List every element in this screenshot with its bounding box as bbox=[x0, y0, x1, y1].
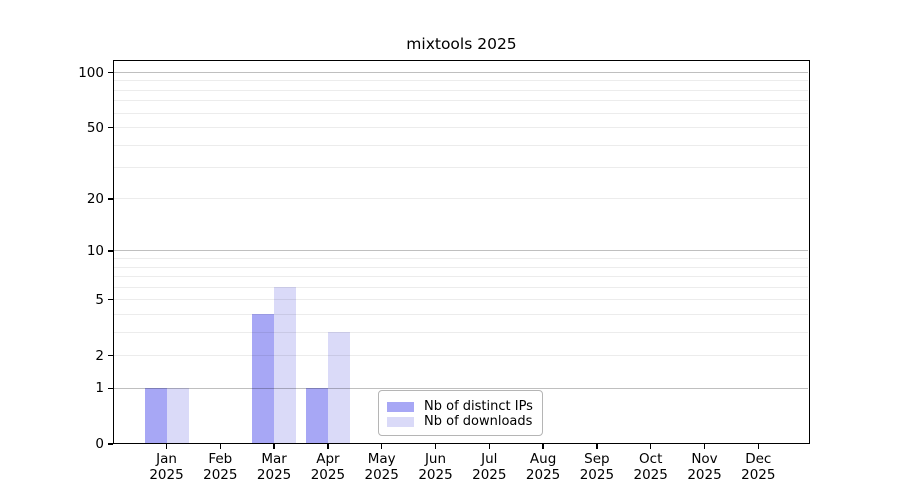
x-axis-tick-label-line: Apr bbox=[316, 451, 340, 467]
x-axis-tick-label: Oct 2025 bbox=[619, 451, 683, 483]
x-axis-tick-label-line: May bbox=[367, 451, 396, 467]
x-axis-tick bbox=[273, 444, 275, 449]
y-axis-tick-label: 50 bbox=[86, 119, 104, 136]
y-axis-tick-label: 10 bbox=[86, 242, 104, 259]
x-axis-tick-label: Sep 2025 bbox=[565, 451, 629, 483]
legend-swatch-distinct-ips-icon bbox=[387, 401, 414, 412]
x-axis-tick-label-line: 2025 bbox=[472, 466, 507, 483]
x-axis-tick-label-line: Aug bbox=[529, 451, 557, 467]
x-axis-tick bbox=[596, 444, 598, 449]
x-axis-tick-label: Nov 2025 bbox=[673, 451, 737, 483]
x-axis-tick-label: May 2025 bbox=[350, 451, 414, 483]
x-axis-tick-label-line: Feb bbox=[208, 451, 233, 467]
x-axis-tick bbox=[219, 444, 221, 449]
x-axis-tick-label: Jan 2025 bbox=[135, 451, 199, 483]
x-axis-tick-label-line: 2025 bbox=[149, 466, 184, 483]
x-axis-tick-label: Jun 2025 bbox=[404, 451, 468, 483]
x-axis-tick-label-line: 2025 bbox=[687, 466, 722, 483]
x-axis-tick-label-line: 2025 bbox=[579, 466, 615, 483]
y-axis-tick-label: 20 bbox=[86, 190, 104, 207]
x-axis-tick-label: Aug 2025 bbox=[511, 451, 575, 483]
x-axis-tick-label-line: Nov bbox=[691, 451, 718, 467]
x-axis-tick bbox=[165, 444, 168, 449]
y-axis-tick-label: 0 bbox=[95, 436, 104, 452]
legend-swatch-downloads-icon bbox=[387, 416, 414, 427]
x-axis-tick-label: Apr 2025 bbox=[296, 451, 360, 483]
x-axis-tick bbox=[542, 444, 544, 449]
x-axis-tick-label-line: Sep bbox=[584, 451, 610, 467]
y-axis-tick-label: 100 bbox=[78, 64, 104, 81]
x-axis-tick bbox=[327, 444, 329, 449]
x-axis-tick-label-line: Dec bbox=[745, 451, 772, 467]
x-axis-tick-label-line: 2025 bbox=[310, 466, 346, 483]
x-axis-tick-label-line: Jul bbox=[481, 451, 498, 467]
legend: Nb of distinct IPs Nb of downloads bbox=[378, 390, 543, 436]
x-axis-tick bbox=[434, 444, 437, 449]
x-axis-tick-label: Mar 2025 bbox=[242, 451, 306, 483]
x-axis-tick-label-line: Jan bbox=[156, 451, 177, 467]
y-axis-tick-label: 1 bbox=[95, 380, 104, 397]
legend-label-downloads: Nb of downloads bbox=[424, 414, 533, 429]
x-axis-tick-label-line: 2025 bbox=[741, 466, 776, 483]
x-axis-tick bbox=[757, 444, 759, 449]
x-axis-tick-label-line: 2025 bbox=[203, 466, 238, 483]
legend-item-distinct-ips: Nb of distinct IPs bbox=[387, 399, 542, 414]
chart-title: mixtools 2025 bbox=[406, 35, 517, 53]
x-axis-tick bbox=[650, 444, 652, 449]
x-axis-tick bbox=[381, 444, 383, 449]
x-axis-tick-label-line: Jun bbox=[424, 451, 447, 467]
x-axis-tick bbox=[703, 444, 706, 449]
x-axis-tick-label-line: 2025 bbox=[364, 466, 399, 483]
x-axis-tick-label: Feb 2025 bbox=[188, 451, 252, 483]
x-axis-tick-label-line: 2025 bbox=[633, 466, 668, 483]
legend-item-downloads: Nb of downloads bbox=[387, 414, 542, 429]
x-axis-tick bbox=[488, 444, 490, 449]
x-axis-tick-label-line: 2025 bbox=[256, 466, 292, 483]
x-axis-tick-label-line: Mar bbox=[261, 451, 287, 467]
plot-area bbox=[113, 60, 810, 444]
y-axis-tick-label: 2 bbox=[95, 347, 104, 364]
y-axis-tick-label: 5 bbox=[95, 291, 104, 308]
x-axis-tick-label-line: Oct bbox=[639, 451, 663, 467]
x-axis-tick-label-line: 2025 bbox=[418, 466, 453, 483]
x-axis-tick-label-line: 2025 bbox=[525, 466, 561, 483]
legend-label-distinct-ips: Nb of distinct IPs bbox=[424, 399, 533, 414]
x-axis-tick-label: Jul 2025 bbox=[457, 451, 521, 483]
x-axis-tick-label: Dec 2025 bbox=[726, 451, 790, 483]
